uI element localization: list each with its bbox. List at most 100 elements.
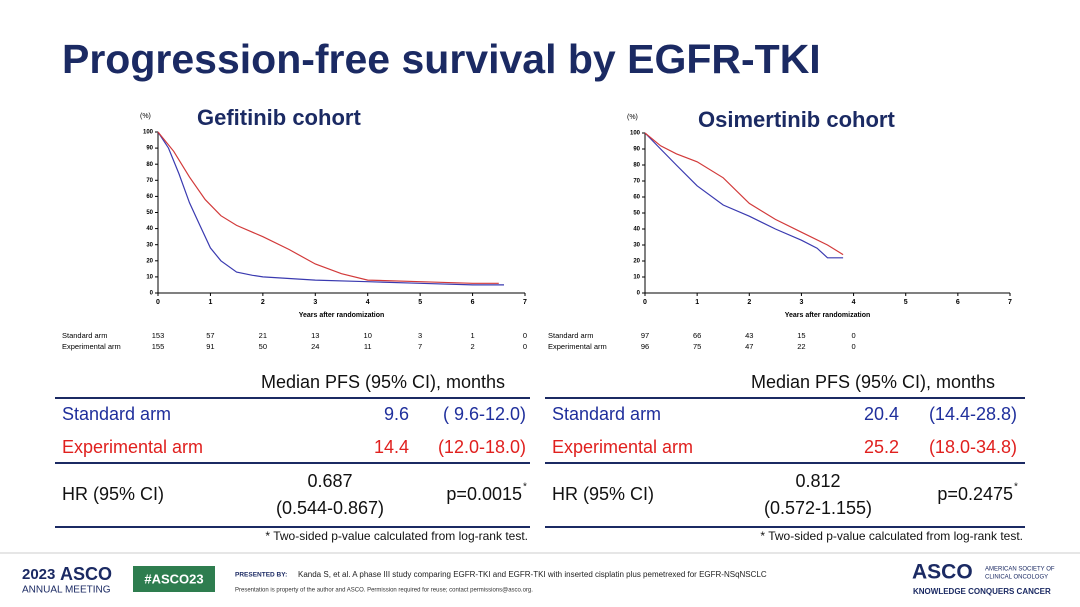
y-tick-label: 30 [633,243,640,249]
row-label: Experimental arm [62,437,203,457]
survival-curve [157,131,504,286]
y-tick-label: 20 [633,259,640,265]
at-risk-count: 0 [851,342,855,351]
x-tick-label: 0 [643,299,647,306]
at-risk-label: Standard arm [548,331,593,340]
x-tick-label: 2 [261,299,265,306]
survival-curve [644,132,844,256]
p-mark: * [1014,482,1018,493]
y-tick-label: 10 [633,275,640,281]
at-risk-label: Experimental arm [548,342,607,351]
at-risk-count: 22 [797,342,805,351]
x-tick-label: 4 [852,299,856,306]
at-risk-count: 43 [745,331,753,340]
x-axis-label: Years after randomization [299,312,385,319]
median: 14.4 [374,437,409,457]
at-risk-count: 153 [152,331,165,340]
at-risk-count: 15 [797,331,805,340]
p-value: p=0.2475 [937,484,1013,504]
y-tick-label: 40 [146,226,153,232]
hr-ci: (0.572-1.155) [764,498,872,518]
at-risk-count: 2 [470,342,474,351]
y-tick-label: 10 [146,274,153,280]
x-axis-label: Years after randomization [785,312,871,319]
at-risk-count: 57 [206,331,214,340]
p-value: p=0.0015 [446,484,522,504]
at-risk-count: 13 [311,331,319,340]
y-tick-label: 40 [633,227,640,233]
survival-curve [644,132,844,259]
hr-value: 0.812 [795,471,840,491]
y-tick-label: 80 [633,163,640,169]
x-tick-label: 6 [471,299,475,306]
chart-title: Osimertinib cohort [698,107,895,132]
footer-year: 2023 [22,566,55,583]
ci: (18.0-34.8) [929,437,1017,457]
at-risk-count: 24 [311,342,319,351]
at-risk-count: 96 [641,342,649,351]
y-tick-label: 0 [637,291,641,297]
x-tick-label: 7 [523,299,527,306]
table-header: Median PFS (95% CI), months [751,372,995,392]
at-risk-count: 0 [523,331,527,340]
ci: ( 9.6-12.0) [443,404,526,424]
society-2: CLINICAL ONCOLOGY [985,575,1048,581]
footnote: * Two-sided p-value calculated from log-… [760,529,1023,543]
hashtag-box [133,566,215,592]
at-risk-count: 11 [364,342,372,351]
at-risk-count: 50 [259,342,267,351]
y-tick-label: 100 [630,131,641,137]
footer-hashtag: #ASCO23 [144,571,203,586]
y-tick-label: 50 [633,211,640,217]
at-risk-label: Standard arm [62,331,107,340]
at-risk-count: 47 [745,342,753,351]
y-tick-label: 90 [633,147,640,153]
p-mark: * [523,482,527,493]
x-tick-label: 5 [418,299,422,306]
slide-title: Progression-free survival by EGFR-TKI [62,36,821,82]
citation: Kanda S, et al. A phase III study compar… [298,570,767,579]
at-risk-count: 10 [364,331,372,340]
y-tick-label: 50 [146,210,153,216]
at-risk-label: Experimental arm [62,342,121,351]
x-tick-label: 3 [799,299,803,306]
ci: (14.4-28.8) [929,404,1017,424]
y-tick-label: 70 [146,178,153,184]
at-risk-count: 66 [693,331,701,340]
footnote: * Two-sided p-value calculated from log-… [265,529,528,543]
y-tick-label: 0 [150,291,154,297]
x-tick-label: 3 [313,299,317,306]
x-tick-label: 5 [904,299,908,306]
hr-label: HR (95% CI) [552,484,654,504]
survival-curve [157,131,499,284]
y-tick-label: 60 [633,195,640,201]
y-tick-label: 20 [146,258,153,264]
y-axis-label: (%) [627,114,638,121]
y-tick-label: 70 [633,179,640,185]
hr-value: 0.687 [307,471,352,491]
at-risk-count: 3 [418,331,422,340]
asco-logo: ASCO [912,561,973,584]
y-tick-label: 100 [143,130,154,136]
y-axis-label: (%) [140,113,151,120]
y-tick-label: 90 [146,146,153,152]
y-tick-label: 80 [146,162,153,168]
x-tick-label: 7 [1008,299,1012,306]
x-tick-label: 4 [366,299,370,306]
at-risk-count: 75 [693,342,701,351]
ci: (12.0-18.0) [438,437,526,457]
at-risk-count: 0 [523,342,527,351]
x-tick-label: 2 [747,299,751,306]
at-risk-count: 0 [851,331,855,340]
tagline: KNOWLEDGE CONQUERS CANCER [913,587,1051,596]
row-label: Standard arm [552,404,661,424]
x-tick-label: 0 [156,299,160,306]
at-risk-count: 97 [641,331,649,340]
y-tick-label: 60 [146,194,153,200]
footer-asco: ASCO [60,564,112,584]
at-risk-count: 91 [206,342,214,351]
at-risk-count: 1 [470,331,474,340]
at-risk-count: 155 [152,342,165,351]
